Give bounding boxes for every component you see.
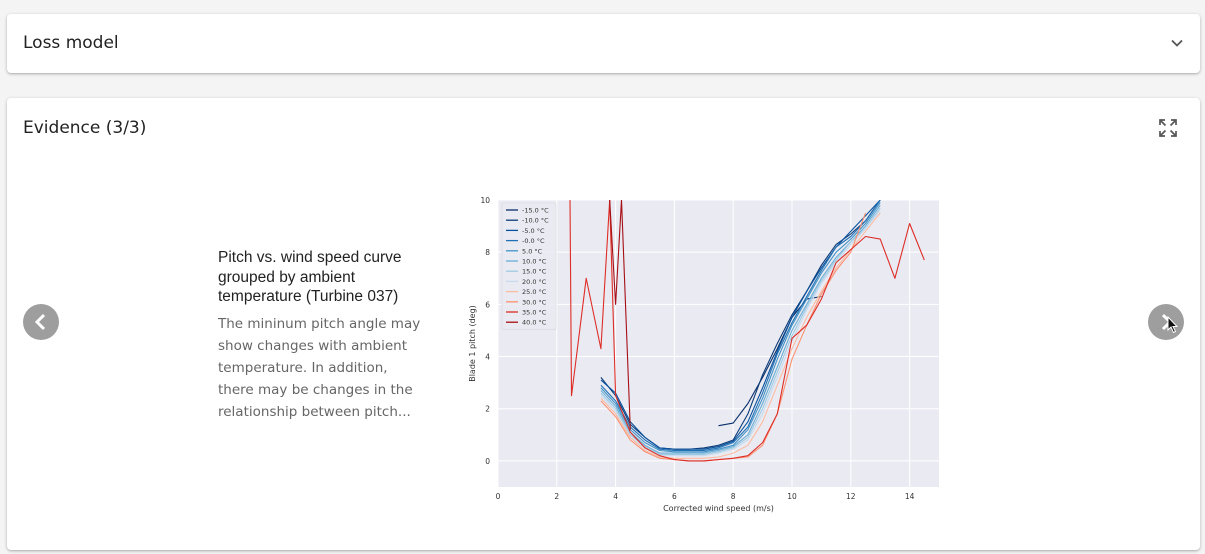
x-tick-label: 8: [731, 492, 736, 501]
chevron-left-icon: [34, 313, 46, 331]
x-tick-label: 10: [787, 492, 797, 501]
evidence-panel: Evidence (3/3) Pitch vs. wind speed curv…: [7, 98, 1200, 550]
next-evidence-button[interactable]: [1148, 304, 1184, 340]
legend-label: 15.0 °C: [522, 268, 547, 276]
loss-model-panel[interactable]: Loss model: [7, 14, 1200, 73]
expand-icon[interactable]: [1158, 118, 1178, 138]
y-tick-label: 2: [485, 405, 490, 414]
series-line: [600, 200, 881, 452]
legend-label: 35.0 °C: [522, 309, 547, 317]
mouse-cursor-icon: [1167, 316, 1179, 334]
legend-label: -0.0 °C: [522, 237, 545, 245]
evidence-title: Evidence (3/3): [23, 118, 147, 138]
series-line: [609, 200, 631, 430]
x-axis-label: Corrected wind speed (m/s): [663, 504, 774, 513]
evidence-description: The mininum pitch angle may show changes…: [218, 315, 421, 420]
legend-box: [501, 202, 557, 330]
evidence-text: Pitch vs. wind speed curve grouped by am…: [218, 248, 423, 423]
legend-label: -5.0 °C: [522, 227, 545, 235]
series-line: [600, 212, 881, 459]
legend-label: -10.0 °C: [522, 217, 549, 225]
series-line: [600, 202, 881, 453]
y-tick-label: 8: [485, 248, 490, 257]
series-line: [718, 295, 822, 427]
chevron-down-icon[interactable]: [1170, 36, 1184, 50]
legend-label: 10.0 °C: [522, 258, 547, 266]
x-tick-label: 6: [672, 492, 677, 501]
x-tick-label: 4: [613, 492, 618, 501]
y-tick-label: 4: [485, 353, 490, 362]
x-tick-label: 14: [905, 492, 915, 501]
series-group: [569, 200, 925, 462]
y-tick-label: 0: [485, 457, 490, 466]
evidence-heading: Pitch vs. wind speed curve grouped by am…: [218, 249, 402, 305]
series-line: [600, 207, 881, 455]
x-tick-label: 0: [496, 492, 501, 501]
x-tick-label: 2: [554, 492, 559, 501]
y-axis-label: Blade 1 pitch (deg): [468, 305, 477, 382]
series-line: [569, 200, 925, 462]
chart-svg: 0 2 4 6 8 10 12 14 0 2 4 6 8 10 Corrected wind speed (…: [468, 196, 939, 513]
previous-evidence-button[interactable]: [23, 304, 59, 340]
legend-label: 40.0 °C: [522, 319, 547, 327]
y-tick-label: 10: [480, 196, 490, 205]
series-line: [600, 204, 881, 454]
legend-label: -15.0 °C: [522, 207, 549, 215]
y-tick-label: 6: [485, 300, 490, 309]
loss-model-title: Loss model: [23, 33, 119, 53]
plot-background: [498, 200, 939, 487]
legend-label: 30.0 °C: [522, 298, 547, 306]
legend-label: 20.0 °C: [522, 278, 547, 286]
x-tick-label: 12: [846, 492, 856, 501]
legend-label: 25.0 °C: [522, 288, 547, 296]
pitch-vs-wind-speed-chart: 0 2 4 6 8 10 12 14 0 2 4 6 8 10 Corrected wind speed (…: [460, 190, 945, 520]
legend-label: 5.0 °C: [522, 247, 543, 255]
